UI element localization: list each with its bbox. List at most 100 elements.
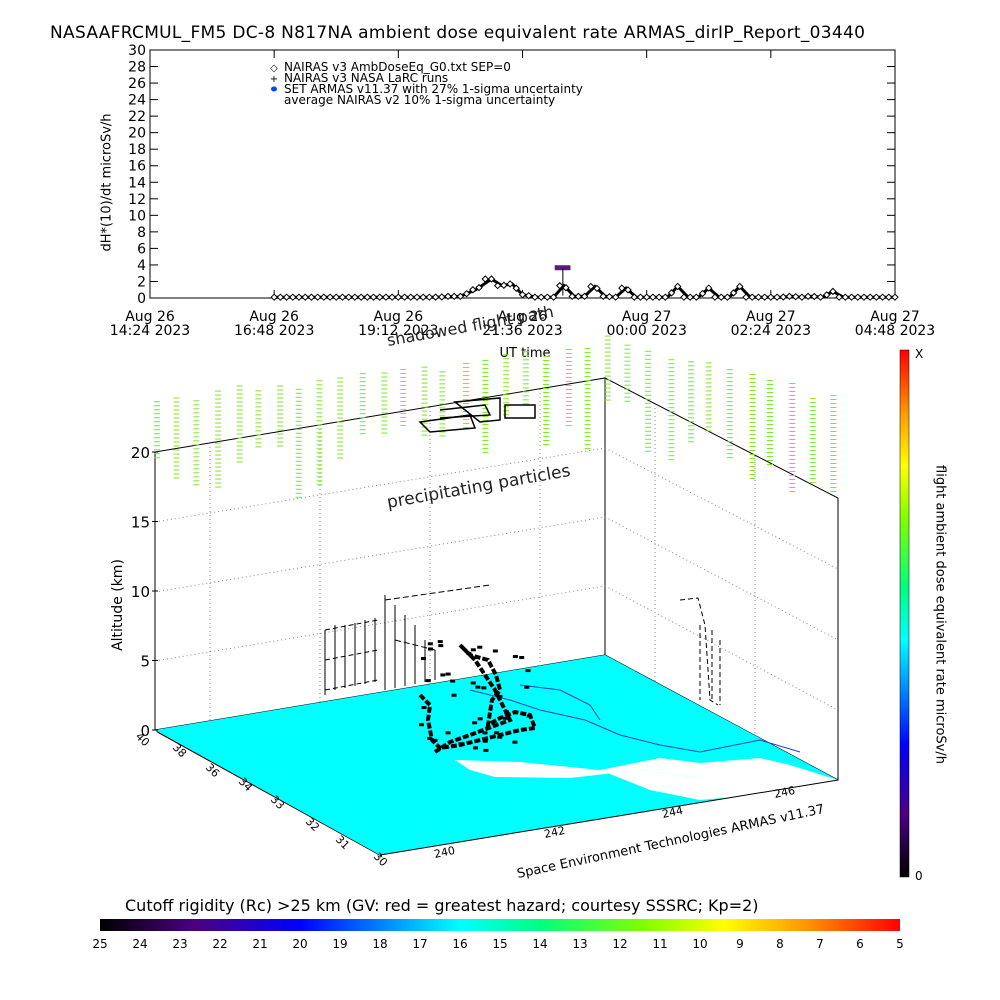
nairas-marker (295, 293, 303, 301)
nairas-marker (729, 289, 738, 297)
track-point (477, 717, 483, 721)
cutoff-tick-label: 25 (92, 937, 107, 951)
legend-entry: SET ARMAS v11.37 with 27% 1-sigma uncert… (284, 82, 583, 96)
nairas-marker (891, 293, 899, 301)
y-tick-label: 8 (137, 225, 146, 241)
cutoff-tick-label: 6 (856, 937, 864, 951)
track-point (466, 651, 472, 655)
cutoff-tick-label: 21 (252, 937, 267, 951)
y-tick-label: 6 (137, 241, 146, 257)
nairas-marker (692, 293, 701, 301)
nairas-marker (332, 293, 340, 301)
grid-lines (154, 389, 839, 737)
cutoff-colorbar-ticks: 25 24 23 22 21 20 19 18 17 16 15 14 13 12 11 10 9 8 7 6 5 (92, 937, 903, 951)
altitude-curtains (324, 584, 721, 706)
x-tick-label-date: Aug 27 (622, 309, 672, 325)
nairas-marker (723, 293, 732, 301)
track-point (504, 710, 510, 714)
cutoff-tick-label: 24 (132, 937, 147, 951)
nairas-marker (425, 293, 434, 301)
dose-colorbar-bottom-label: 0 (915, 869, 923, 883)
nairas-marker (841, 293, 850, 301)
nairas-marker (419, 293, 427, 301)
track-point (482, 731, 488, 735)
track-point (440, 673, 446, 677)
nairas-marker (270, 293, 278, 301)
cutoff-tick-label: 16 (452, 937, 467, 951)
nairas-marker (847, 293, 856, 301)
y-tick-label: 20 (128, 126, 146, 142)
nairas-marker (779, 293, 787, 301)
nairas-marker (667, 289, 676, 297)
nairas-marker (307, 293, 316, 301)
legend-entry: NAIRAS v3 AmbDoseEq_G0.txt SEP=0 (284, 60, 511, 74)
nairas-marker (705, 284, 713, 292)
nairas-marker (642, 293, 651, 301)
altitude-tick-label: 0 (140, 722, 150, 740)
y-tick-label: 30 (128, 43, 146, 59)
nairas-marker (326, 293, 334, 301)
nairas-marker (400, 293, 409, 301)
nairas-marker (537, 293, 545, 301)
flight-track-path (418, 643, 538, 754)
nairas-marker (351, 293, 359, 301)
track-point (438, 644, 444, 648)
nairas-marker (320, 293, 328, 301)
nairas-marker (413, 293, 421, 301)
track-point (451, 693, 457, 697)
track-point (445, 731, 451, 735)
nairas-marker (611, 293, 620, 301)
dose-colorbar-top-label: X (915, 347, 923, 361)
y-tick-label: 16 (128, 159, 146, 175)
cutoff-tick-label: 23 (172, 937, 187, 951)
nairas-marker (655, 293, 663, 301)
nairas-marker (289, 293, 297, 301)
x-tick-label-time: 14:24 2023 (110, 323, 190, 339)
nairas-marker (363, 293, 371, 301)
x-tick-label-date: Aug 27 (746, 309, 796, 325)
nairas-marker (717, 293, 725, 301)
nairas-marker (388, 293, 396, 301)
nairas-marker (636, 293, 645, 301)
track-point (497, 735, 503, 739)
y-tick-label: 2 (137, 274, 146, 290)
nairas-marker (407, 293, 415, 301)
track-point (526, 714, 532, 718)
cutoff-tick-label: 13 (572, 937, 587, 951)
main-title: NASAAFRCMUL_FM5 DC-8 N817NA ambient dose… (50, 23, 866, 43)
longitude-tick-label: 246 (773, 784, 796, 801)
track-point (419, 723, 425, 727)
nairas-marker (605, 292, 614, 301)
nairas-marker (487, 275, 496, 283)
longitude-tick-label: 242 (543, 824, 566, 841)
cutoff-tick-label: 12 (612, 937, 627, 951)
nairas-marker (587, 282, 595, 291)
nairas-marker (549, 293, 558, 301)
nairas-marker (674, 282, 682, 291)
cutoff-tick-label: 11 (652, 937, 667, 951)
longitude-tick-label: 244 (661, 804, 684, 821)
y-tick-label: 0 (137, 291, 146, 307)
nairas-marker (798, 293, 806, 301)
cutoff-tick-label: 15 (492, 937, 507, 951)
legend-symbol (271, 86, 277, 92)
nairas-marker (462, 289, 471, 298)
track-point (427, 736, 433, 740)
nairas-marker (698, 289, 707, 298)
legend-symbol: ◇ (270, 63, 278, 74)
nairas-marker (525, 291, 533, 300)
track-point (472, 721, 478, 725)
x-tick-label-time: 16:48 2023 (234, 323, 314, 339)
y-tick-label: 12 (128, 192, 146, 208)
nairas-marker (357, 293, 365, 301)
altitude-tick-label: 10 (131, 583, 150, 601)
nairas-marker (500, 281, 508, 289)
nairas-marker (860, 293, 868, 301)
nairas-marker (618, 284, 626, 292)
y-tick-label: 26 (128, 76, 146, 92)
nairas-marker (810, 292, 818, 301)
legend-symbol: + (270, 74, 278, 85)
map-land-south (600, 770, 745, 800)
